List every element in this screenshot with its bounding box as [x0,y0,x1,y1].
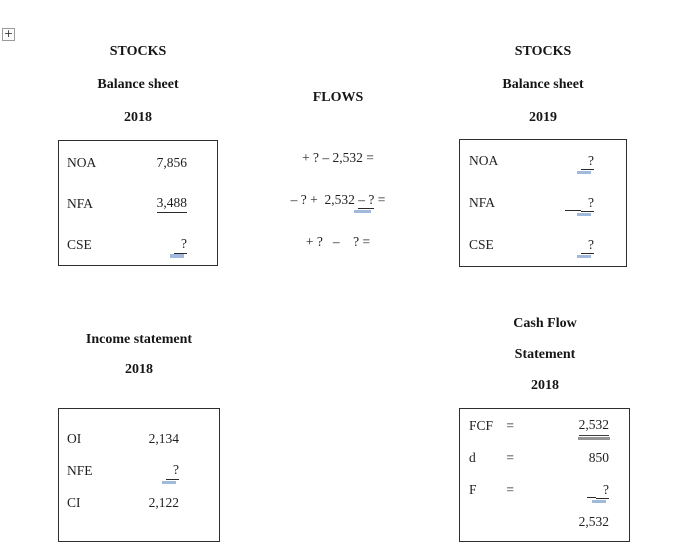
table-row-total: 2,532 [469,506,609,538]
equals-sign: = [506,450,514,465]
row-label: NFA [469,195,496,210]
row-label: d [469,450,476,465]
table-row-nfa: NFA 3,488 [67,183,187,224]
row-label: CSE [469,237,494,252]
row-value: 850 [588,450,609,465]
flows-equation-1: + ? – 2,532 = [302,150,374,165]
fill-in-blank[interactable]: ? [596,482,609,499]
cash-flow-statement-box: FCF = 2,532 d = 850 F = ? 2,532 [459,408,630,542]
row-value: 2,532 [578,514,609,529]
row-value: 2,122 [148,495,179,510]
table-row-cse: CSE ? [67,224,187,265]
fill-in-blank[interactable]: ? [581,237,594,254]
cash-flow-heading: Cash Flow [513,316,577,331]
income-statement-title: Income statement 2018 [49,325,229,385]
row-value-underlined: 3,488 [156,195,187,213]
balance-sheet-2019-title: STOCKS Balance sheet 2019 [453,35,633,134]
table-row-noa: NOA 7,856 [67,142,187,183]
row-label: CI [67,495,81,510]
balance-sheet-heading: Balance sheet [97,77,179,92]
year-heading: 2019 [529,110,557,125]
stocks-heading: STOCKS [109,44,167,59]
table-row-nfa: NFA ? [469,182,594,224]
year-heading: 2018 [125,362,153,377]
row-value: 7,856 [156,154,187,170]
balance-sheet-2018-title: STOCKS Balance sheet 2018 [48,35,228,134]
fill-in-blank[interactable]: ? [170,236,187,258]
income-statement-box: OI 2,134 NFE ? CI 2,122 [58,408,220,542]
table-row-nfe: NFE ? [67,455,179,487]
equation-suffix: = [374,192,386,207]
table-row-fcf: FCF = 2,532 [469,410,611,442]
fill-in-blank[interactable]: ? [581,153,594,170]
row-label: NFA [67,195,94,211]
row-label: NOA [469,153,499,168]
row-label: OI [67,431,82,446]
statement-heading: Statement [514,347,576,362]
row-label: NOA [67,154,97,170]
cash-flow-statement-title: Cash Flow Statement 2018 [455,308,635,401]
fill-in-blank[interactable]: – ? [358,192,375,209]
table-row-cse: CSE ? [469,224,594,266]
table-row-noa: NOA ? [469,140,594,182]
equation-prefix: – ? + 2,532 [290,192,359,207]
fill-in-blank[interactable]: ? [581,195,594,212]
year-heading: 2018 [531,378,559,393]
balance-sheet-2018-box: NOA 7,856 NFA 3,488 CSE ? [58,140,218,266]
table-row-oi: OI 2,134 [67,423,179,455]
row-value-double-underlined: 2,532 [577,417,611,440]
equals-sign: = [506,482,514,497]
year-heading: 2018 [124,110,152,125]
row-label: F [469,482,477,497]
table-row-ci: CI 2,122 [67,487,179,519]
row-label: FCF [469,418,494,433]
row-label: CSE [67,236,92,252]
table-row-f: F = ? [469,474,609,506]
blank-extension-line [587,484,597,498]
fill-in-blank[interactable]: ? [162,462,179,484]
flows-title: FLOWS [312,90,364,105]
object-anchor-icon[interactable]: + [2,27,15,41]
flows-equation-3: + ? – ? = [305,234,371,249]
equals-sign: = [506,418,514,433]
blank-extension-line [565,197,582,211]
row-label: NFE [67,463,93,478]
income-statement-heading: Income statement [85,332,193,347]
balance-sheet-2019-box: NOA ? NFA ? CSE ? [459,139,627,267]
flows-equation-2: – ? + 2,532 – ? = [262,190,414,210]
balance-sheet-heading: Balance sheet [502,77,584,92]
table-row-d: d = 850 [469,442,609,474]
row-value: 2,134 [148,431,179,446]
stocks-heading: STOCKS [514,44,572,59]
